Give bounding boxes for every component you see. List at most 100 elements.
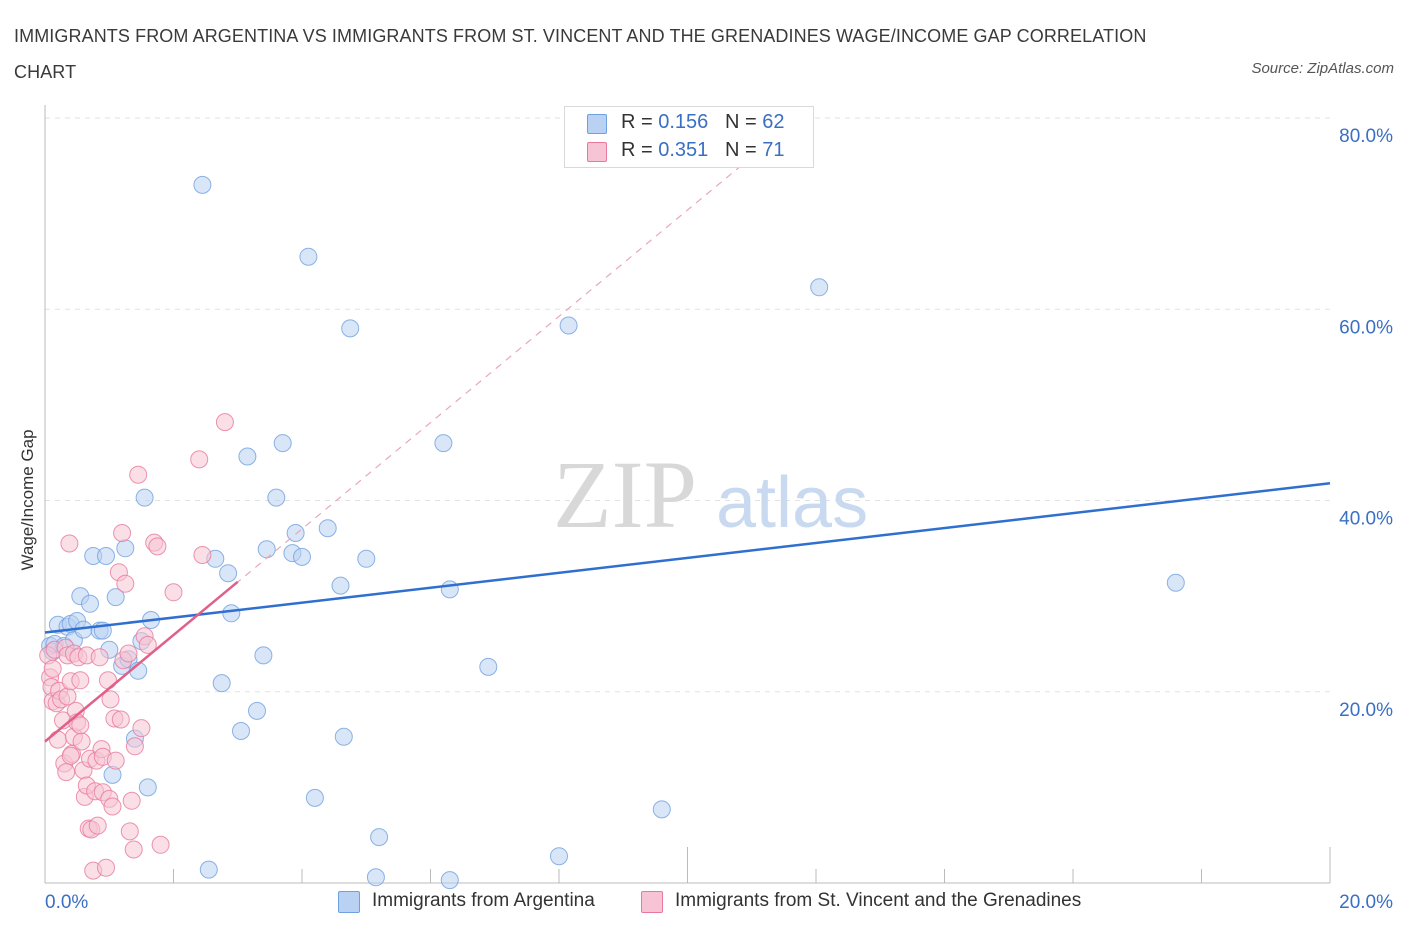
- point-argentina: [305, 788, 324, 807]
- point-argentina: [318, 519, 337, 538]
- point-argentina: [193, 175, 212, 194]
- point-st-vincent: [151, 835, 170, 854]
- point-st-vincent: [122, 791, 141, 810]
- point-argentina: [254, 646, 273, 665]
- trend-line-st-vincent: [44, 580, 239, 743]
- point-argentina: [334, 727, 353, 746]
- y-tick-label: 80.0%: [1339, 126, 1393, 147]
- point-st-vincent: [72, 732, 91, 751]
- point-st-vincent: [48, 730, 67, 749]
- point-argentina: [810, 278, 829, 297]
- axes: [44, 105, 1331, 884]
- point-st-vincent: [71, 671, 90, 690]
- point-st-vincent: [138, 635, 157, 654]
- point-argentina: [199, 860, 218, 879]
- point-argentina: [81, 594, 99, 613]
- point-st-vincent: [164, 583, 183, 602]
- point-argentina: [370, 828, 389, 847]
- point-st-vincent: [129, 465, 148, 484]
- legend-n-label: N =: [724, 111, 763, 133]
- point-argentina: [257, 540, 276, 559]
- point-st-vincent: [120, 822, 139, 841]
- point-st-vincent: [193, 546, 212, 564]
- bottom-legend-swatch-blue: [338, 891, 360, 913]
- point-st-vincent: [148, 537, 167, 556]
- watermark-atlas: atlas: [716, 463, 868, 543]
- y-axis-label: Wage/Income Gap: [18, 429, 37, 571]
- y-tick-label: 60.0%: [1339, 317, 1393, 338]
- legend-n-value: 62: [762, 111, 785, 133]
- point-st-vincent: [60, 534, 79, 553]
- point-st-vincent: [61, 746, 80, 765]
- point-argentina: [550, 847, 568, 866]
- point-st-vincent: [113, 524, 132, 542]
- point-st-vincent: [132, 719, 151, 738]
- point-argentina: [212, 674, 231, 693]
- tick-labels: 20.0% 40.0% 60.0% 80.0% 0.0% 20.0%: [45, 126, 1393, 913]
- point-argentina: [293, 547, 311, 566]
- point-argentina: [1166, 573, 1185, 592]
- point-st-vincent: [97, 858, 115, 877]
- point-st-vincent: [71, 716, 90, 735]
- x-tick-label: 0.0%: [45, 892, 88, 913]
- point-argentina: [366, 868, 385, 887]
- point-argentina: [440, 580, 459, 599]
- point-st-vincent: [103, 797, 122, 816]
- point-argentina: [434, 434, 453, 453]
- y-tick-label: 20.0%: [1339, 700, 1393, 721]
- legend-swatch-blue: [587, 114, 607, 134]
- point-st-vincent: [101, 690, 120, 709]
- bottom-legend-swatch-pink: [641, 891, 663, 913]
- point-st-vincent: [88, 816, 107, 835]
- legend-n-label: N =: [724, 139, 763, 161]
- grid-lines: [45, 117, 1330, 693]
- point-argentina: [479, 657, 498, 676]
- legend-r-value: 0.156: [658, 111, 709, 133]
- point-st-vincent: [190, 450, 209, 469]
- point-st-vincent: [90, 648, 109, 667]
- y-tick-label: 40.0%: [1339, 509, 1393, 530]
- point-argentina: [331, 576, 350, 595]
- point-st-vincent: [99, 671, 117, 690]
- point-st-vincent: [119, 644, 138, 663]
- watermark-zip: ZIP: [553, 441, 697, 548]
- point-argentina: [116, 539, 135, 558]
- x-tick-label: 20.0%: [1339, 892, 1393, 913]
- source-label: Source: ZipAtlas.com: [1251, 60, 1394, 77]
- point-argentina: [286, 524, 305, 542]
- legend-swatch-pink: [587, 142, 607, 162]
- bottom-legend-label: Immigrants from St. Vincent and the Gren…: [675, 890, 1082, 911]
- point-st-vincent: [57, 763, 76, 782]
- point-argentina: [97, 547, 115, 565]
- legend-n-value: 71: [762, 139, 785, 161]
- point-argentina: [138, 778, 157, 797]
- point-argentina: [135, 488, 154, 507]
- chart-title: IMMIGRANTS FROM ARGENTINA VS IMMIGRANTS …: [14, 26, 1147, 82]
- point-argentina: [341, 319, 360, 338]
- point-argentina: [273, 434, 292, 453]
- point-argentina: [559, 316, 578, 335]
- point-argentina: [299, 247, 318, 266]
- point-argentina: [267, 488, 286, 507]
- point-argentina: [440, 871, 459, 890]
- series-st-vincent: [39, 413, 234, 880]
- point-st-vincent: [106, 751, 125, 770]
- point-argentina: [238, 447, 257, 466]
- point-argentina: [219, 564, 238, 583]
- point-argentina: [232, 722, 250, 740]
- legend-r-value: 0.351: [658, 139, 709, 161]
- legend-r-label: R =: [621, 111, 659, 133]
- point-st-vincent: [125, 737, 144, 756]
- trend-lines: [44, 140, 1331, 743]
- point-st-vincent: [124, 840, 143, 859]
- point-st-vincent: [43, 659, 62, 678]
- point-argentina: [222, 604, 241, 623]
- watermark: ZIP atlas: [553, 441, 868, 548]
- point-argentina: [652, 800, 671, 819]
- trend-line-argentina: [44, 482, 1331, 634]
- point-argentina: [357, 549, 376, 568]
- correlation-legend: R = 0.156 N = 62 R = 0.351 N = 71: [564, 106, 814, 168]
- bottom-legend-label: Immigrants from Argentina: [372, 890, 595, 911]
- point-st-vincent: [215, 413, 234, 432]
